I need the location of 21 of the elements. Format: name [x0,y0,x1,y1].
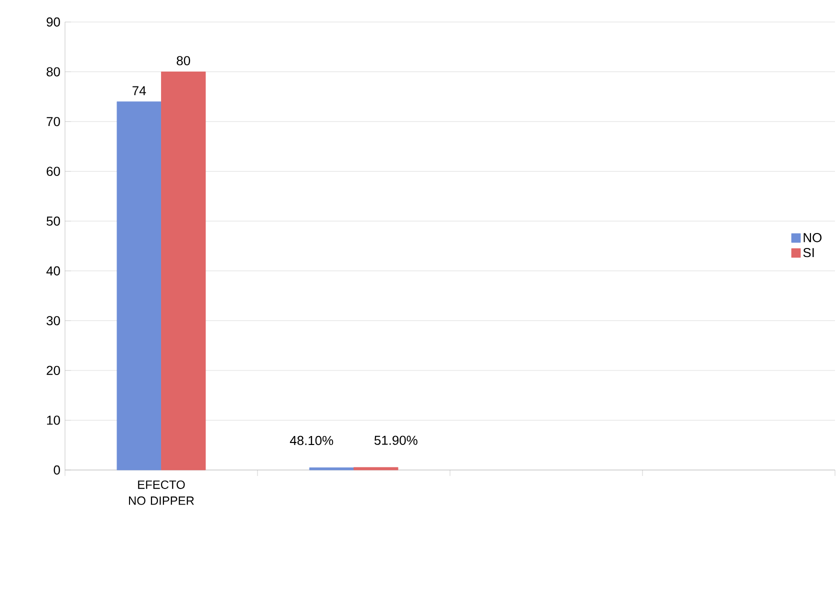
y-tick-label: 20 [46,366,60,376]
data-label: 48.10% [290,436,334,446]
legend-label: SI [803,248,814,258]
bar [309,467,354,470]
y-tick-label: 90 [46,17,60,27]
y-tick-label: 30 [46,316,60,326]
data-label: 51.90% [374,436,418,445]
y-tick-label: 40 [46,266,60,276]
y-tick-label: 80 [46,67,60,76]
y-tick-label: 70 [46,116,60,126]
legend-label: NO [804,233,822,242]
data-label: 74 [132,86,146,96]
bar [354,467,398,470]
y-tick-label: 0 [54,465,60,475]
y-tick-label: 50 [46,216,60,226]
data-label: 80 [176,56,190,66]
bar [116,101,162,470]
y-tick-label: 60 [46,166,60,176]
bar [161,72,206,470]
x-tick-label: EFECTO NO DIPPER [129,480,194,505]
y-tick-label: 10 [47,416,60,425]
